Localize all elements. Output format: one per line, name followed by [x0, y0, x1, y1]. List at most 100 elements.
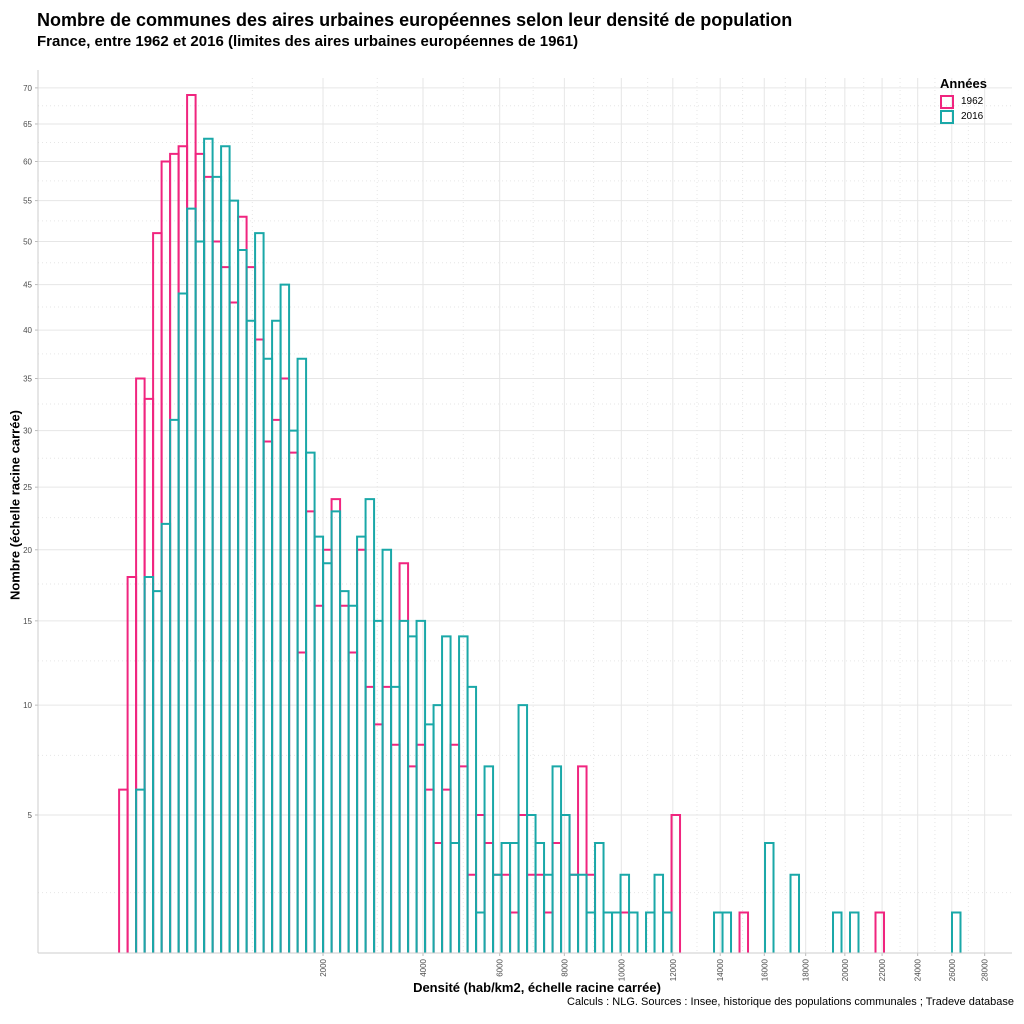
bar-1962 — [211, 240, 223, 953]
bar-2016 — [721, 911, 733, 953]
bar-2016 — [526, 813, 537, 953]
bar-2016 — [500, 841, 512, 953]
x-axis-label: Densité (hab/km2, échelle racine carrée) — [413, 980, 661, 995]
bar-1962 — [245, 266, 257, 953]
bar-2016 — [330, 510, 342, 953]
x-tick-label: 14000 — [716, 958, 725, 981]
bar-1962 — [543, 911, 554, 953]
bar-2016 — [560, 813, 571, 953]
bar-2016 — [789, 873, 801, 953]
bar-1962 — [466, 873, 478, 953]
bar-2016 — [356, 535, 367, 953]
x-tick-label: 22000 — [878, 958, 887, 981]
bar-2016 — [492, 873, 503, 953]
bar-2016 — [271, 319, 282, 953]
bar-1962 — [441, 788, 452, 953]
bar-2016 — [279, 283, 291, 953]
bar-1962 — [194, 152, 206, 953]
bar-2016 — [517, 704, 529, 953]
bar-1962 — [568, 873, 580, 953]
bar-2016 — [177, 292, 189, 953]
bar-2016 — [143, 575, 155, 953]
bar-2016 — [713, 911, 724, 953]
legend-label-2016: 2016 — [961, 111, 984, 122]
y-tick-label: 70 — [23, 84, 32, 93]
bar-2016 — [398, 619, 410, 953]
bar-2016 — [653, 873, 665, 953]
bar-2016 — [152, 590, 163, 953]
bar-2016 — [194, 240, 206, 953]
bar-1962 — [228, 301, 240, 953]
bar-1962 — [135, 377, 146, 953]
y-tick-label: 60 — [23, 157, 32, 166]
bar-2016 — [237, 248, 248, 953]
bar-2016 — [764, 841, 775, 953]
bar-1962 — [449, 743, 461, 953]
bar-2016 — [611, 911, 622, 953]
bar-2016 — [849, 911, 860, 953]
x-tick-label: 16000 — [760, 958, 769, 981]
bar-2016 — [211, 175, 223, 953]
bar-1962 — [143, 397, 155, 953]
bar-2016 — [169, 418, 180, 953]
grid-lines — [38, 78, 1012, 953]
bar-2016 — [466, 685, 478, 953]
x-tick-label: 6000 — [496, 958, 505, 976]
chart-subtitle: France, entre 1962 et 2016 (limites des … — [37, 33, 579, 50]
bar-1962 — [670, 813, 682, 953]
bar-1962 — [262, 440, 274, 953]
bar-2016 — [483, 765, 495, 953]
bar-2016 — [832, 911, 843, 953]
bar-1962 — [551, 841, 563, 953]
bar-2016 — [135, 788, 146, 953]
bar-1962 — [237, 215, 248, 953]
bar-1962 — [509, 911, 520, 953]
bar-1962 — [118, 788, 129, 953]
bar-1962 — [296, 651, 308, 953]
bar-1962 — [347, 651, 359, 953]
bar-1962 — [475, 813, 486, 953]
bar-2016 — [568, 873, 580, 953]
bar-1962 — [339, 604, 350, 953]
bar-2016 — [339, 590, 350, 953]
y-tick-label: 30 — [23, 427, 32, 436]
legend-key-1962 — [940, 94, 954, 109]
bar-2016 — [551, 765, 563, 953]
legend-key-2016 — [940, 109, 954, 124]
bar-1962 — [407, 765, 418, 953]
bar-1962 — [500, 873, 512, 953]
bar-2016 — [441, 635, 452, 953]
bar-2016 — [373, 619, 384, 953]
x-tick-label: 4000 — [419, 958, 428, 976]
bar-2016 — [509, 841, 520, 953]
bar-2016 — [347, 604, 359, 953]
bar-1962 — [152, 232, 163, 953]
legend-item-1962: 1962 — [940, 94, 987, 109]
x-tick-label: 18000 — [802, 958, 811, 981]
bar-2016 — [950, 911, 962, 953]
bar-2016 — [594, 841, 605, 953]
bar-1962 — [373, 723, 384, 953]
bar-1962 — [415, 743, 427, 953]
bar-2016 — [415, 619, 427, 953]
bar-2016 — [390, 685, 401, 953]
legend: Années 1962 2016 — [940, 76, 987, 124]
histogram-bars — [118, 93, 962, 953]
bar-1962 — [279, 377, 291, 953]
bar-1962 — [271, 418, 282, 953]
bar-2016 — [203, 137, 214, 953]
bar-2016 — [288, 429, 299, 953]
bar-1962 — [560, 813, 571, 953]
y-tick-label: 25 — [23, 483, 32, 492]
bar-2016 — [322, 562, 333, 953]
axes: 5 10 15 20 25 30 35 40 45 50 55 60 65 70 2000 4000 6000 8… — [23, 70, 1012, 981]
y-axis-label: Nombre (échelle racine carrée) — [7, 409, 23, 601]
bar-1962 — [492, 873, 503, 953]
bar-2016 — [602, 911, 614, 953]
x-tick-label: 8000 — [560, 958, 569, 976]
y-tick-label: 35 — [23, 375, 32, 384]
y-tick-label: 40 — [23, 326, 32, 335]
bar-1962 — [364, 685, 376, 953]
x-tick-label: 20000 — [841, 958, 850, 981]
